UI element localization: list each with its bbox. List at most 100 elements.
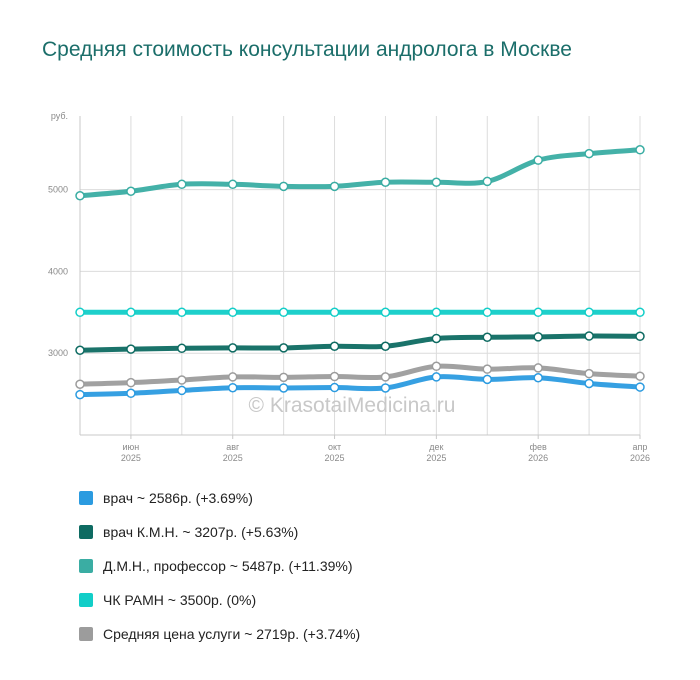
series-1-point xyxy=(635,382,645,392)
series-0-point xyxy=(482,364,493,374)
x-tick-label: авг xyxy=(226,442,240,452)
y-axis-unit: руб. xyxy=(51,111,68,121)
series-0-point xyxy=(227,372,238,382)
series-2-point xyxy=(227,343,238,353)
chart-title: Средняя стоимость консультации андролога… xyxy=(42,38,572,61)
series-1-point xyxy=(126,388,136,399)
series-2-point xyxy=(431,333,442,344)
series-2-point xyxy=(380,341,391,352)
x-tick-label: июн xyxy=(123,442,140,452)
series-markers xyxy=(75,145,645,400)
legend-item[interactable]: врач ~ 2586р. (+3.69%) xyxy=(79,481,360,515)
legend-swatch xyxy=(79,559,93,573)
series-2-point xyxy=(584,331,594,341)
x-tick-year: 2026 xyxy=(528,453,548,463)
series-0-point xyxy=(329,371,340,382)
legend-label: ЧК РАМН ~ 3500р. (0%) xyxy=(103,592,257,608)
series-4-point xyxy=(227,307,238,318)
legend-item[interactable]: Средняя цена услуги ~ 2719р. (+3.74%) xyxy=(79,617,360,651)
series-0-point xyxy=(533,363,543,373)
x-tick-label: фев xyxy=(530,442,547,452)
x-tick-year: 2025 xyxy=(325,453,345,463)
series-2-point xyxy=(278,343,289,353)
series-4-point xyxy=(533,307,543,318)
series-1-point xyxy=(177,385,187,396)
series-3-point xyxy=(431,177,442,188)
series-3-point xyxy=(75,191,85,201)
series-3-point xyxy=(584,148,594,159)
series-0-point xyxy=(380,372,391,382)
series-3-point xyxy=(533,155,543,165)
series-4-point xyxy=(635,307,645,318)
series-3-line xyxy=(77,147,643,199)
series-3-point xyxy=(227,179,238,190)
series-3-point xyxy=(177,179,187,190)
series-2-point xyxy=(533,332,543,342)
x-tick-label: апр xyxy=(633,442,648,452)
x-tick-label: окт xyxy=(328,442,341,452)
x-tick-label: дек xyxy=(429,442,443,452)
series-1-point xyxy=(584,378,594,389)
legend-item[interactable]: Д.М.Н., профессор ~ 5487р. (+11.39%) xyxy=(79,549,360,583)
series-4-point xyxy=(329,307,340,318)
x-tick-year: 2025 xyxy=(426,453,446,463)
x-tick-year: 2025 xyxy=(121,453,141,463)
series-1-point xyxy=(533,372,543,383)
series-4-point xyxy=(75,307,85,318)
series-0-point xyxy=(177,375,187,385)
series-4-point xyxy=(431,307,442,318)
series-4-point xyxy=(177,307,187,318)
series-1-point xyxy=(278,383,289,393)
series-lines xyxy=(77,147,643,398)
series-1-point xyxy=(75,389,85,400)
y-tick-label: 5000 xyxy=(48,185,68,195)
legend-label: врач К.М.Н. ~ 3207р. (+5.63%) xyxy=(103,524,299,540)
series-3-point xyxy=(482,176,493,187)
series-4-point xyxy=(380,307,391,318)
axes: 300040005000руб.июн2025авг2025окт2025дек… xyxy=(48,111,650,463)
legend-item[interactable]: врач К.М.Н. ~ 3207р. (+5.63%) xyxy=(79,515,360,549)
legend-label: Средняя цена услуги ~ 2719р. (+3.74%) xyxy=(103,626,361,642)
series-1-point xyxy=(380,383,391,393)
y-tick-label: 3000 xyxy=(48,348,68,358)
series-0-point xyxy=(75,379,85,389)
series-2-point xyxy=(635,331,645,342)
y-tick-label: 4000 xyxy=(48,266,68,276)
series-2-point xyxy=(75,345,85,356)
x-tick-year: 2026 xyxy=(630,453,650,463)
series-0-point xyxy=(431,361,442,372)
series-3-point xyxy=(126,186,136,197)
series-2-point xyxy=(177,343,187,354)
series-2-point xyxy=(329,341,340,352)
legend-swatch xyxy=(79,593,93,607)
legend-label: Д.М.Н., профессор ~ 5487р. (+11.39%) xyxy=(103,558,353,574)
legend-item[interactable]: ЧК РАМН ~ 3500р. (0%) xyxy=(79,583,360,617)
series-2-point xyxy=(482,332,493,343)
series-0-point xyxy=(635,371,645,381)
series-4-point xyxy=(482,307,493,318)
legend-swatch xyxy=(79,627,93,641)
series-1-point xyxy=(227,382,238,393)
series-3-point xyxy=(635,145,645,155)
line-chart: © KrasotaiMedicina.ru 3000 4000 5000 руб. ию… xyxy=(48,111,650,463)
series-1-point xyxy=(329,382,340,393)
series-2-point xyxy=(126,344,136,354)
x-tick-year: 2025 xyxy=(223,453,243,463)
series-4-point xyxy=(278,307,289,318)
series-4-point xyxy=(584,307,594,318)
legend: врач ~ 2586р. (+3.69%) врач К.М.Н. ~ 3207… xyxy=(79,481,360,651)
series-1-point xyxy=(482,374,493,385)
series-0-point xyxy=(278,372,289,383)
series-3-point xyxy=(380,177,391,188)
watermark: © KrasotaiMedicina.ru xyxy=(249,394,456,417)
series-1-point xyxy=(431,372,442,382)
series-0-point xyxy=(126,377,136,388)
series-0-point xyxy=(584,368,594,379)
legend-swatch xyxy=(79,491,93,505)
legend-label: врач ~ 2586р. (+3.69%) xyxy=(103,490,253,506)
series-3-point xyxy=(329,181,340,192)
series-4-point xyxy=(126,307,136,318)
series-2-line xyxy=(77,333,643,353)
legend-swatch xyxy=(79,525,93,539)
series-3-point xyxy=(278,181,289,192)
